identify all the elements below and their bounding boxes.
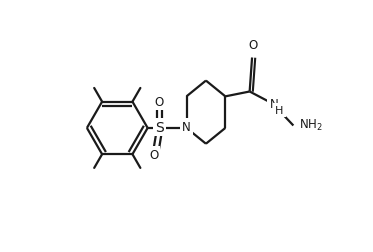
Text: O: O — [154, 95, 163, 108]
Text: NH$_2$: NH$_2$ — [300, 117, 323, 132]
Text: O: O — [149, 149, 158, 162]
Text: N: N — [270, 97, 278, 110]
Text: S: S — [156, 120, 164, 134]
Text: H: H — [275, 105, 284, 115]
Text: N: N — [182, 121, 191, 134]
Text: O: O — [249, 39, 258, 52]
